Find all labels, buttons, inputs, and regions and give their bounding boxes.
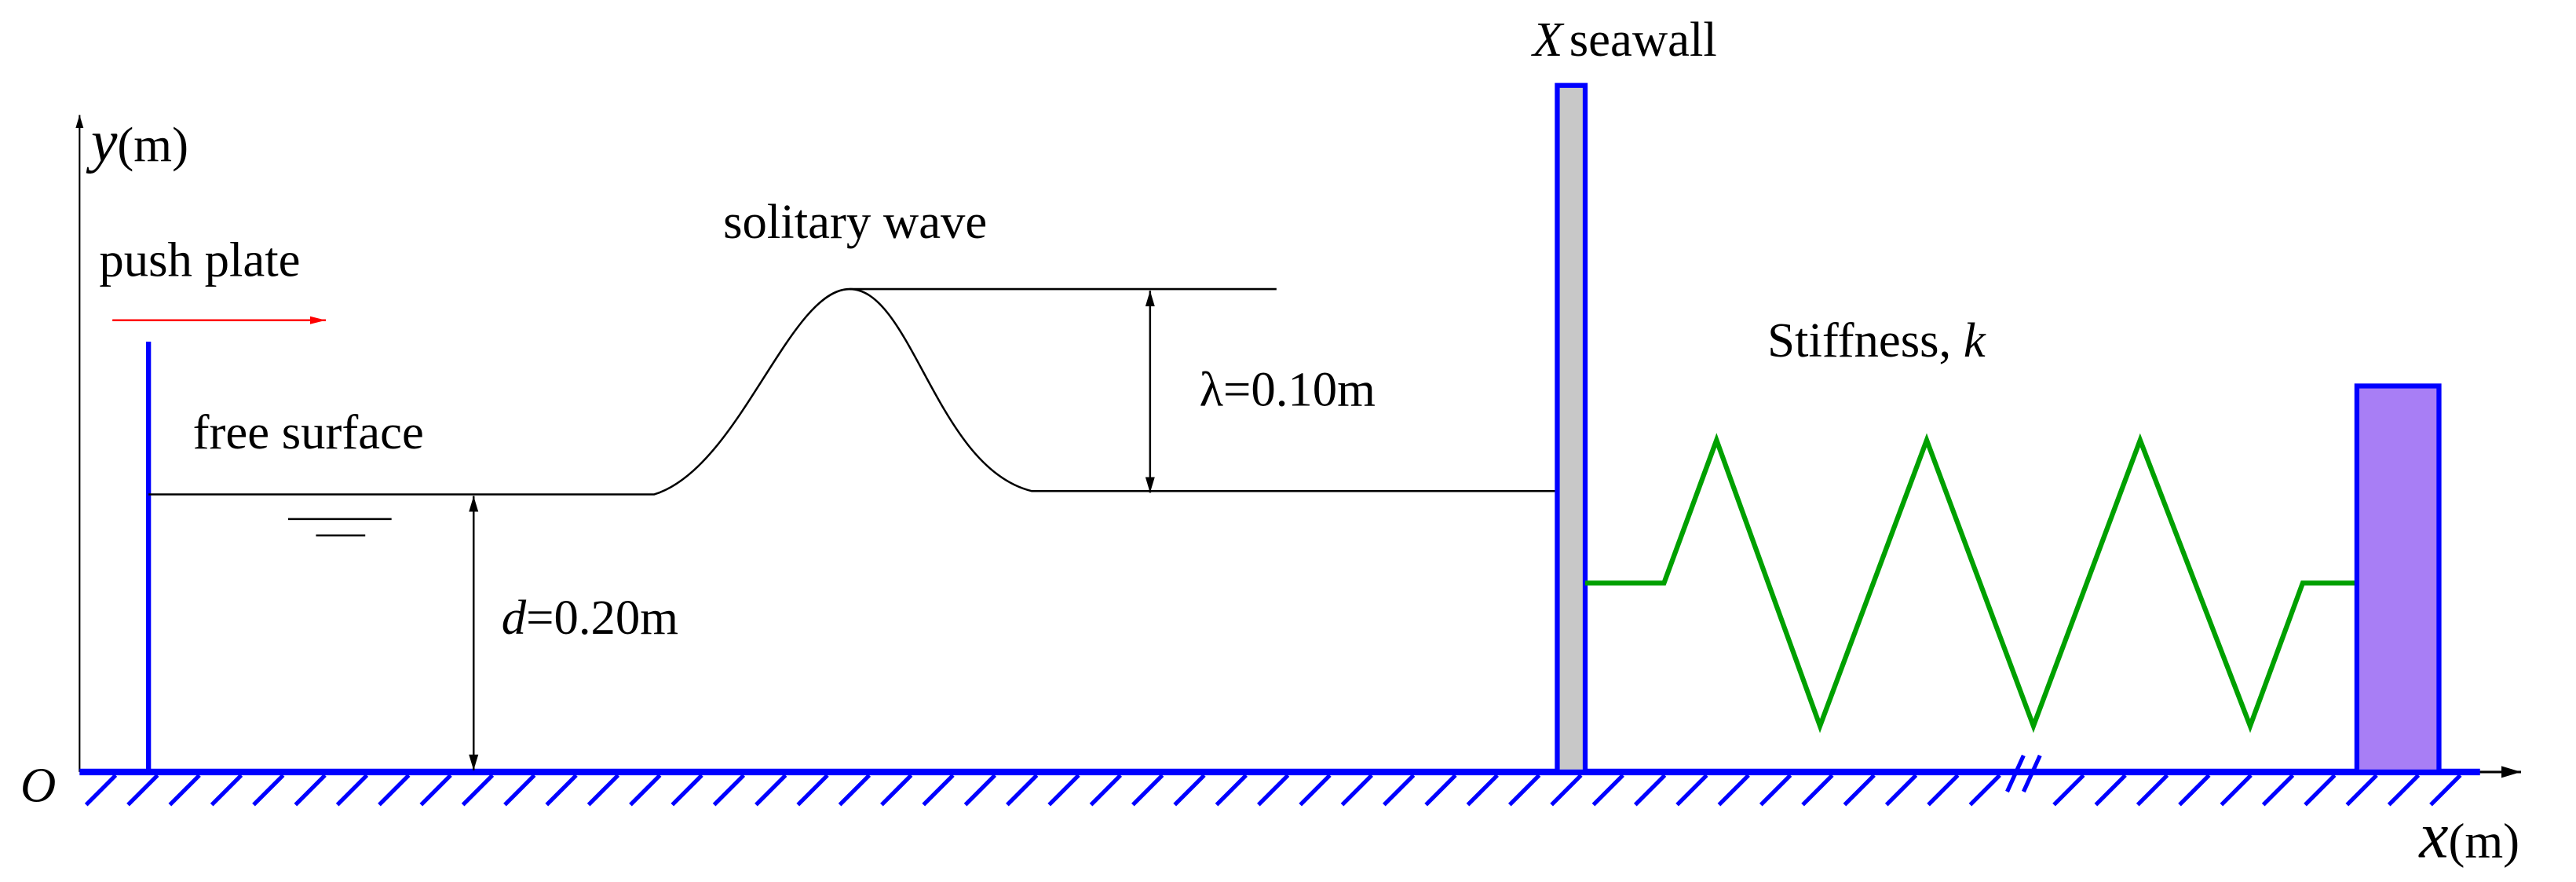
solitary-wave-label: solitary wave	[723, 194, 987, 249]
hatch-line	[2094, 774, 2127, 807]
hatch-line	[2345, 774, 2378, 807]
hatch-line	[670, 774, 703, 807]
hatch-line	[2429, 774, 2462, 807]
hatch-line	[1131, 774, 1164, 807]
x-axis-label: x(m)	[2417, 800, 2519, 873]
hatch-line	[2387, 774, 2421, 807]
y-axis-label: y(m)	[86, 109, 188, 174]
hatch-line	[1006, 774, 1039, 807]
seawall-text: seawall	[1569, 12, 1717, 67]
hatch-line	[2136, 774, 2169, 807]
hatch-line	[1633, 774, 1667, 807]
hatch-line	[1550, 774, 1583, 807]
seawall-symbol: X	[1530, 12, 1565, 67]
stiffness-symbol: k	[1964, 313, 1986, 368]
hatch-line	[1884, 774, 1918, 807]
break-mark	[2021, 754, 2042, 793]
hatch-line	[335, 774, 369, 807]
hatch-line	[461, 774, 495, 807]
hatch-line	[1927, 774, 1960, 807]
hatch-line	[252, 774, 285, 807]
hatch-line	[712, 774, 746, 807]
hatch-line	[1257, 774, 1290, 807]
hatch-line	[1047, 774, 1080, 807]
wave-height-label: λ=0.10m	[1200, 362, 1376, 417]
hatch-line	[84, 774, 118, 807]
y-unit: (m)	[117, 117, 188, 172]
hatch-line	[1843, 774, 1876, 807]
hatch-line	[796, 774, 829, 807]
spring	[1585, 433, 2357, 734]
hatch-line	[1089, 774, 1123, 807]
stiffness-text: Stiffness,	[1767, 313, 1964, 368]
hatch-line	[629, 774, 662, 807]
hatch-line	[1507, 774, 1541, 807]
hatch-line	[2178, 774, 2211, 807]
seawall	[1555, 82, 1588, 775]
hatch-line	[922, 774, 955, 807]
free-surface-label: free surface	[193, 404, 424, 459]
hatch-line	[210, 774, 243, 807]
stiffness-label: Stiffness, k	[1767, 313, 1986, 368]
y-symbol: y	[86, 109, 118, 174]
hatch-line	[1968, 774, 2001, 807]
break-mark	[2005, 754, 2026, 793]
origin-label: O	[20, 758, 56, 813]
mass-block	[2354, 383, 2442, 775]
depth-label: d=0.20m	[502, 590, 678, 645]
hatch-line	[1759, 774, 1792, 807]
hatch-line	[126, 774, 159, 807]
hatch-line	[2304, 774, 2337, 807]
hatch-line	[294, 774, 327, 807]
hatch-line	[2220, 774, 2253, 807]
hatch-line	[1299, 774, 1332, 807]
hatch-line	[168, 774, 201, 807]
hatch-line	[880, 774, 913, 807]
hatch-line	[586, 774, 620, 807]
hatch-line	[2052, 774, 2085, 807]
hatch-line	[1340, 774, 1374, 807]
x-symbol: x	[2417, 800, 2448, 873]
hatch-line	[1424, 774, 1457, 807]
hatch-line	[2261, 774, 2295, 807]
hatch-line	[378, 774, 411, 807]
hatch-line	[1173, 774, 1206, 807]
hatch-line	[1466, 774, 1499, 807]
x-unit: (m)	[2448, 814, 2519, 869]
hatch-line	[755, 774, 787, 807]
hatch-line	[838, 774, 871, 807]
hatch-line	[1717, 774, 1750, 807]
hatch-line	[419, 774, 452, 807]
push-plate-label: push plate	[99, 232, 300, 287]
hatch-line	[963, 774, 997, 807]
hatch-line	[1382, 774, 1416, 807]
depth-symbol: d	[502, 590, 527, 645]
hatch-line	[1215, 774, 1248, 807]
depth-value: =0.20m	[526, 590, 678, 645]
hatch-line	[545, 774, 578, 807]
hatch-line	[1591, 774, 1624, 807]
ground-hatching	[84, 774, 2462, 807]
hatch-line	[1801, 774, 1834, 807]
hatch-line	[1675, 774, 1708, 807]
hatch-line	[503, 774, 536, 807]
